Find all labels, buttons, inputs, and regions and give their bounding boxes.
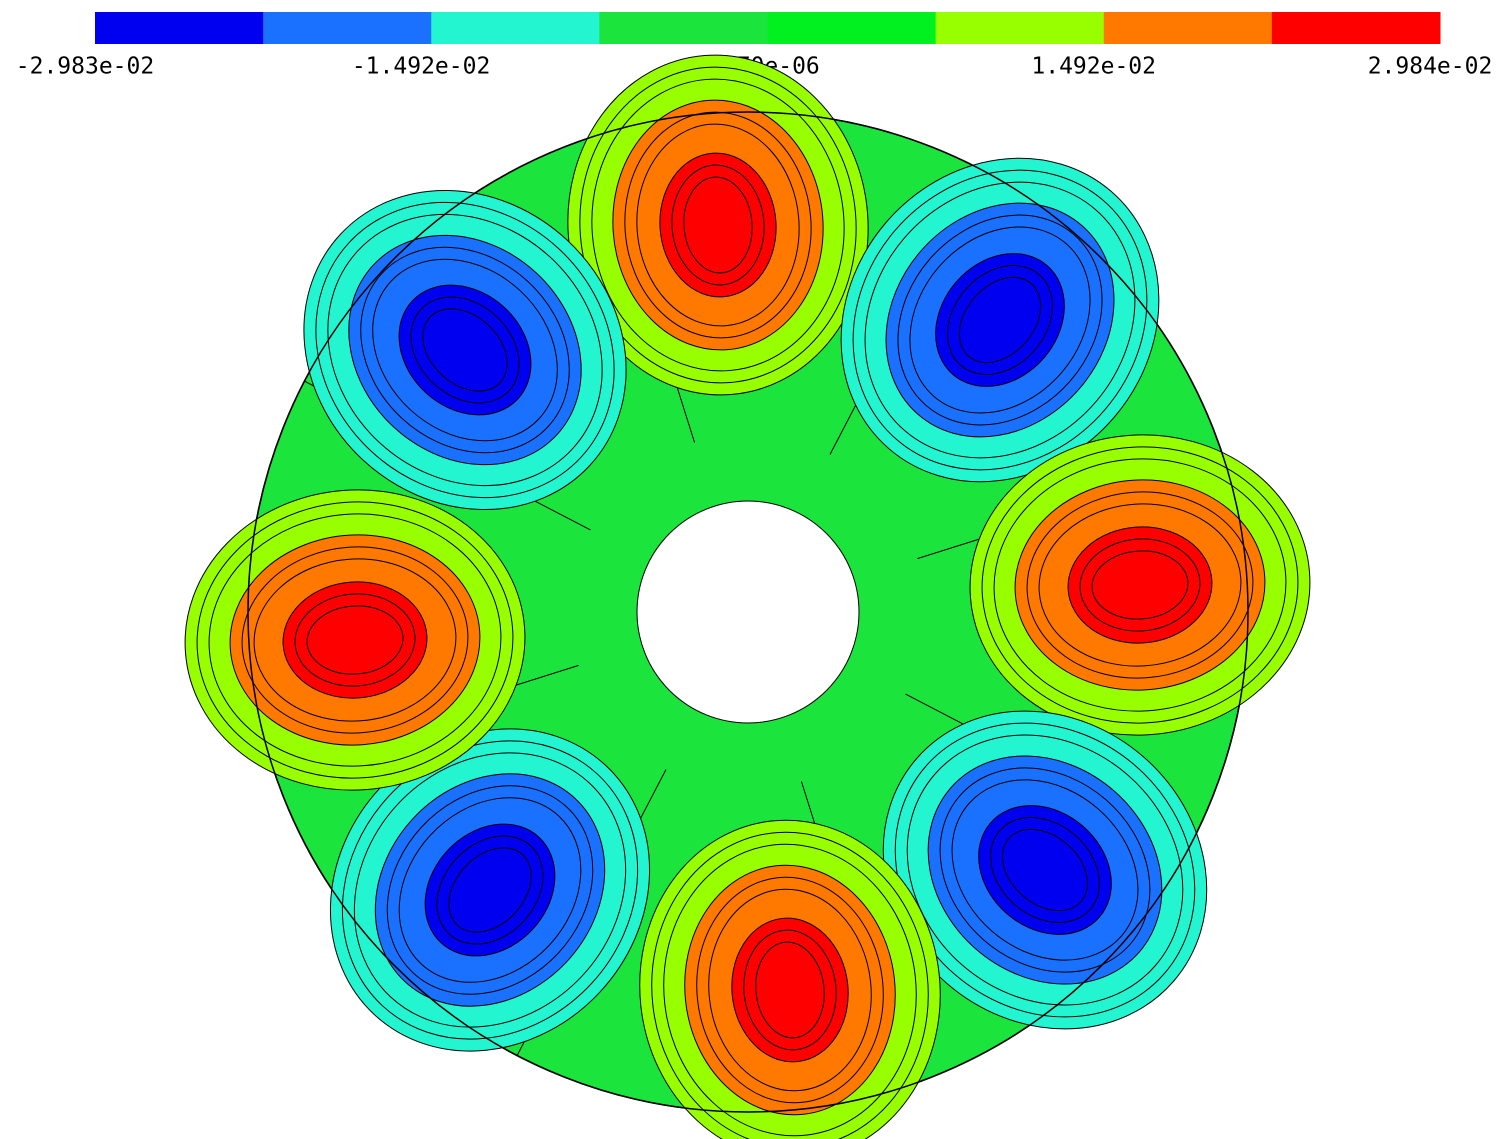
contour-band: [993, 458, 1287, 712]
colorbar-tick-label: -1.492e-02: [352, 54, 490, 80]
contour-band: [579, 66, 857, 384]
colorbar-segment: [95, 12, 264, 44]
contour-band: [939, 767, 1151, 973]
contour-band: [315, 201, 615, 499]
contour-band: [947, 265, 1053, 375]
colorbar-segment: [935, 12, 1105, 44]
contour-band: [294, 593, 416, 687]
colorbar-tick-label: 2.984e-02: [1368, 54, 1493, 80]
contour-band: [897, 214, 1103, 426]
colorbar-segment: [599, 12, 768, 44]
contour-band: [422, 308, 508, 392]
contour-band: [410, 296, 520, 404]
contour-band: [372, 258, 558, 442]
contour-band: [906, 734, 1184, 1006]
contour-band: [659, 152, 777, 298]
contour-band: [196, 501, 514, 779]
contour-band: [909, 226, 1091, 414]
contour-band: [398, 797, 582, 983]
contour-band: [386, 785, 594, 995]
contour-band: [360, 246, 570, 454]
contour-band: [208, 513, 502, 767]
contour-band: [708, 888, 872, 1092]
contour-band: [1067, 526, 1213, 644]
contour-band: [755, 941, 825, 1039]
contour-band: [282, 581, 428, 699]
colorbar-tick-label: 1.492e-02: [1031, 54, 1156, 80]
contour-band: [663, 843, 917, 1137]
contour-band: [671, 164, 765, 286]
contour-band: [448, 847, 532, 933]
contour-band: [1001, 828, 1089, 912]
contour-band: [1038, 503, 1242, 667]
contour-band: [353, 752, 627, 1028]
contour-band: [696, 876, 884, 1104]
contour-band: [1079, 538, 1201, 632]
colorbar-segment: [1103, 12, 1273, 44]
contour-band: [852, 169, 1148, 471]
contour-band: [253, 558, 457, 722]
contour-field: [184, 54, 1311, 1139]
colorbar-segment: [431, 12, 600, 44]
contour-band: [951, 779, 1139, 961]
contour-band: [636, 123, 800, 327]
field-outline: [247, 111, 1249, 1113]
contour-band: [306, 605, 404, 675]
colorbar-segment: [1271, 12, 1441, 44]
contour-band: [436, 835, 544, 945]
contour-band: [1026, 491, 1254, 679]
contour-band: [327, 213, 603, 487]
colorbar-segment: [767, 12, 937, 44]
contour-band: [241, 546, 469, 734]
contour-band: [341, 740, 639, 1040]
contour-band: [683, 176, 753, 274]
contour-band: [591, 78, 845, 372]
colorbar-tick-label: -2.983e-02: [16, 54, 154, 80]
contour-band: [731, 917, 849, 1063]
inner-hole: [636, 500, 860, 724]
contour-band: [958, 276, 1042, 364]
contour-band: [864, 181, 1136, 459]
contour-band: [990, 817, 1100, 923]
contour-band: [1091, 550, 1189, 620]
contour-band: [743, 929, 837, 1051]
contour-band: [624, 111, 812, 339]
contour-band: [981, 446, 1299, 724]
contour-band: [894, 722, 1196, 1018]
contour-band: [651, 831, 929, 1139]
colorbar-segment: [263, 12, 432, 44]
